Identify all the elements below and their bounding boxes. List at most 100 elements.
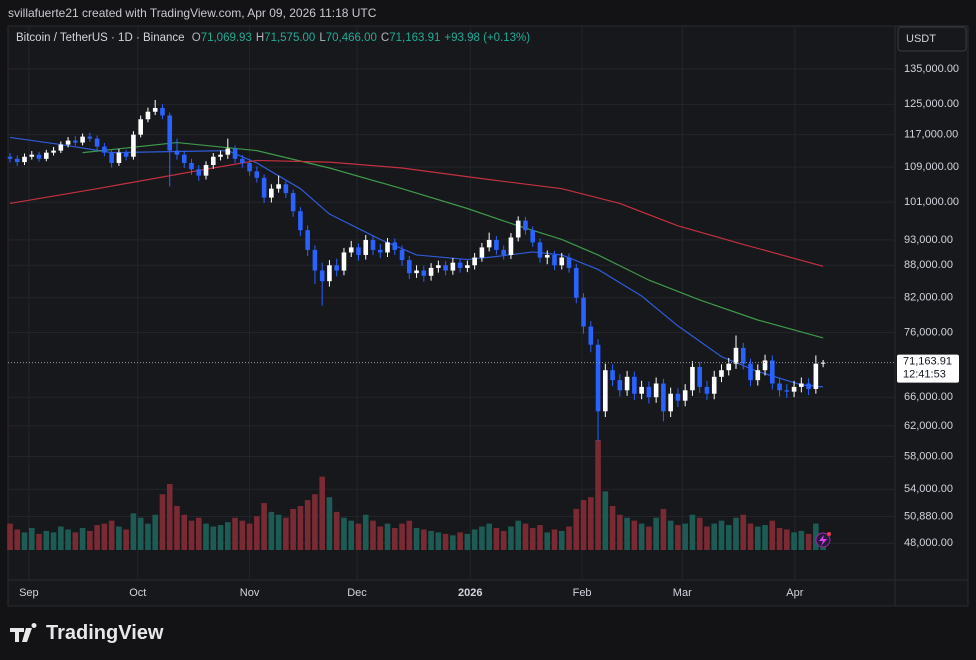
- candle-body: [348, 247, 354, 253]
- candle-body: [610, 370, 615, 381]
- candle-body: [711, 376, 717, 394]
- volume-bar: [362, 514, 369, 550]
- candle-body: [225, 148, 231, 155]
- volume-bar: [246, 523, 253, 550]
- volume-bar: [130, 513, 137, 550]
- candle-body: [617, 380, 623, 391]
- volume-bar: [341, 517, 347, 550]
- candle-body: [261, 177, 267, 198]
- ohlc-value: 71,575.00: [264, 32, 316, 44]
- ohlc-label: H: [255, 32, 265, 44]
- candle-body: [414, 270, 419, 274]
- volume-bar: [595, 440, 601, 550]
- candle-body: [799, 383, 804, 387]
- brand-logo: [10, 623, 37, 642]
- candle-body: [334, 265, 339, 271]
- volume-bar: [43, 530, 50, 550]
- volume-bar: [682, 523, 688, 550]
- volume-bar: [754, 526, 761, 550]
- credit: svillafuerte21 created with TradingView.…: [8, 6, 377, 20]
- candle-body: [820, 362, 826, 364]
- candle-body: [160, 108, 165, 116]
- volume-bar: [471, 529, 478, 550]
- volume-bar: [573, 508, 580, 550]
- candle-body: [472, 257, 477, 266]
- grid: [8, 26, 895, 580]
- candle-body: [385, 242, 390, 253]
- volume-bar: [479, 526, 485, 550]
- candle-body: [269, 188, 274, 198]
- y-tick-label: 125,000.00: [904, 98, 959, 110]
- candle-body: [762, 360, 768, 371]
- volume-bar: [805, 533, 812, 550]
- volume-bar: [631, 520, 638, 550]
- volume-bar: [36, 533, 42, 550]
- volume-bar: [275, 514, 282, 550]
- volume-bar: [87, 530, 93, 550]
- candle-body: [726, 363, 732, 371]
- candle-body: [668, 393, 673, 412]
- countdown: 12:41:53: [903, 369, 946, 381]
- candle-body: [370, 239, 376, 250]
- volume-bar: [421, 529, 427, 550]
- candle-body: [740, 347, 746, 364]
- candle-body: [152, 108, 158, 112]
- volume-bar: [290, 508, 296, 550]
- ohlc-label: O: [191, 32, 201, 44]
- ohlc-label: L: [319, 32, 326, 44]
- volume-bar: [508, 526, 514, 550]
- volume-bar: [101, 523, 108, 550]
- candle-body: [196, 169, 202, 176]
- candle-body: [566, 257, 572, 268]
- candle-body: [581, 297, 586, 327]
- volume-bar: [609, 506, 616, 550]
- ohlc-value: 70,466.00: [325, 32, 377, 44]
- volume-bar: [203, 523, 209, 550]
- volume-bar: [391, 528, 398, 550]
- candle-body: [22, 156, 27, 163]
- volume-bar: [580, 500, 587, 550]
- volume-bar: [333, 511, 340, 550]
- x-tick-label: Oct: [129, 587, 146, 599]
- alert-dot: [827, 532, 831, 536]
- volume-bar: [442, 533, 449, 550]
- volume-bar: [784, 529, 790, 550]
- candle-body: [210, 156, 216, 166]
- volume-bar: [428, 530, 434, 550]
- candle-body: [399, 249, 405, 261]
- ohlc-label: C: [380, 32, 390, 44]
- candle-body: [690, 366, 695, 391]
- candle-body: [653, 383, 659, 398]
- volume-bar: [94, 525, 100, 550]
- candle-body: [494, 239, 499, 250]
- moving-average: [9, 159, 824, 267]
- candle-body: [65, 140, 71, 145]
- candle-body: [588, 326, 594, 345]
- candle-body: [748, 363, 753, 381]
- volume-bar: [7, 523, 13, 550]
- candle-body: [44, 152, 49, 159]
- candle-body: [639, 386, 644, 394]
- x-tick-label: Apr: [786, 587, 803, 599]
- volume-pane: [7, 440, 826, 550]
- candle-body: [327, 265, 332, 282]
- y-tick-label: 50,880.00: [904, 510, 953, 522]
- volume-bar: [123, 529, 129, 550]
- volume-bar: [435, 532, 442, 550]
- candle-body: [102, 146, 107, 153]
- price-label: 71,163.91: [903, 356, 952, 368]
- candle-body: [167, 115, 173, 151]
- candle-body: [523, 220, 528, 231]
- candle-body: [443, 265, 448, 271]
- candle-body: [632, 376, 637, 394]
- volume-bar: [188, 520, 195, 550]
- candle-body: [232, 148, 238, 159]
- x-tick-label: Feb: [573, 587, 592, 599]
- candle-body: [247, 162, 252, 172]
- volume-bar: [450, 535, 456, 550]
- volume-bar: [602, 491, 609, 550]
- volume-bar: [791, 532, 797, 550]
- volume-bar: [14, 529, 21, 550]
- currency-box[interactable]: [897, 26, 967, 52]
